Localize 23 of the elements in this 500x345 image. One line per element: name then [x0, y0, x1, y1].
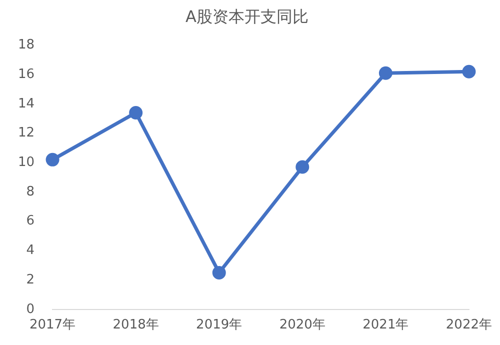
- y-tick-label: 10: [18, 154, 35, 170]
- point: [462, 64, 476, 78]
- y-tick-label: 2: [26, 272, 35, 288]
- y-tick-label: 16: [18, 66, 35, 82]
- y-tick-label: 18: [18, 38, 35, 53]
- chart-title: A股资本开支同比: [186, 6, 308, 26]
- y-tick-label: 8: [26, 184, 35, 200]
- point: [378, 66, 392, 80]
- point: [129, 106, 143, 120]
- x-tick-label: 2018年: [112, 318, 159, 333]
- x-tick-label: 2022年: [446, 318, 492, 333]
- y-tick-label: 12: [18, 126, 35, 141]
- y-tick-label: 0: [26, 302, 35, 317]
- x-tick-label: 2021年: [362, 318, 409, 333]
- x-tick-label: 2019年: [196, 318, 242, 333]
- point: [46, 152, 60, 166]
- x-tick-label: 2017年: [29, 318, 76, 333]
- y-tick-label: 4: [26, 243, 35, 258]
- point: [296, 160, 310, 174]
- x-tick-label: 2020年: [279, 318, 326, 333]
- y-tick-label: 14: [18, 96, 35, 112]
- point: [212, 266, 226, 280]
- y-tick-label: 6: [26, 214, 35, 229]
